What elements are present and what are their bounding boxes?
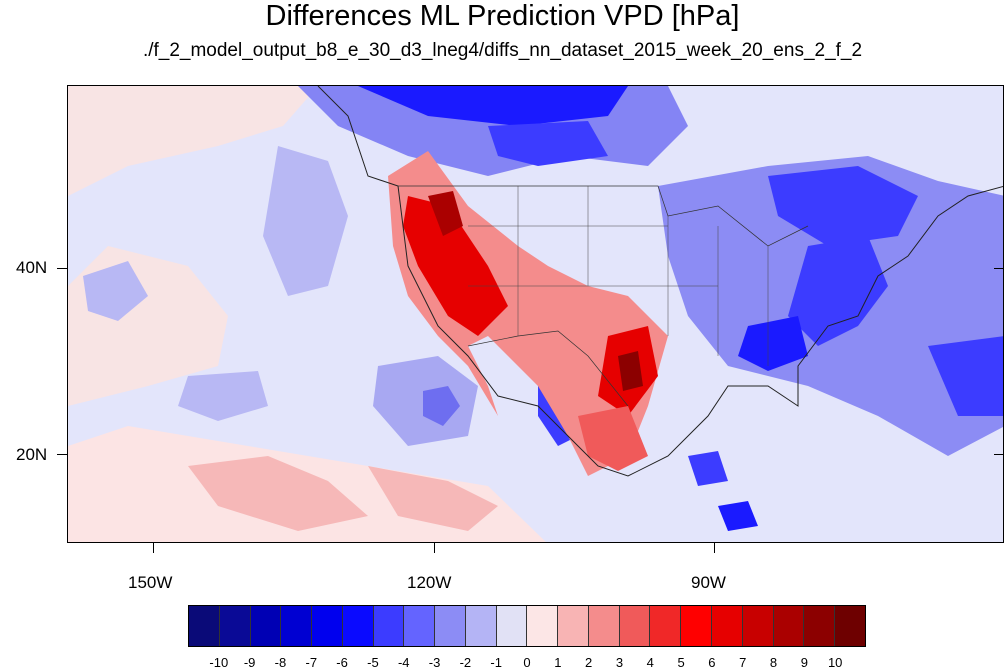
northeast-blue-core	[788, 236, 888, 346]
coastline	[317, 86, 1003, 477]
colorbar-swatch	[219, 606, 251, 646]
state-borders	[468, 186, 769, 366]
y-tick-40n-right	[994, 268, 1004, 269]
quebec-blue-core	[768, 166, 918, 246]
colorbar-label: -8	[274, 655, 287, 670]
caribbean-blue-1	[688, 451, 728, 486]
atlantic-blue	[928, 336, 1003, 416]
canada-deep-blue	[358, 86, 628, 126]
colorbar-label: 9	[800, 655, 808, 670]
y-tick-40n	[57, 268, 67, 269]
texas-dark-red	[618, 351, 643, 391]
colorbar-label: -7	[305, 655, 318, 670]
colorbar-swatch	[342, 606, 374, 646]
vpd-difference-field	[68, 86, 1003, 542]
colorbar-swatch	[527, 606, 559, 646]
pacific-blue-4	[83, 261, 148, 321]
colorbar-label: -9	[243, 655, 256, 670]
y-tick-20n-right	[994, 454, 1004, 455]
colorbar-swatch	[465, 606, 497, 646]
southeast-blue-core	[738, 316, 808, 371]
x-label-120w: 120W	[407, 573, 452, 592]
x-label-90w: 90W	[691, 573, 726, 592]
y-label-40n: 40N	[16, 258, 48, 277]
california-red-core	[403, 196, 508, 336]
colorbar-swatch	[558, 606, 589, 646]
colorbar-label: 7	[739, 655, 747, 670]
colorbar	[188, 605, 866, 647]
mexico-red	[578, 406, 648, 471]
colorbar-swatch	[496, 606, 528, 646]
colorbar-label: -2	[459, 655, 472, 670]
southern-pink-patch	[188, 456, 368, 531]
pacific-pink-north	[68, 86, 318, 196]
colorbar-swatch	[250, 606, 282, 646]
us-mexico-border	[467, 330, 629, 407]
colorbar-swatch	[712, 606, 743, 646]
colorbar-swatch	[835, 606, 865, 646]
colorbar-label: 6	[708, 655, 716, 670]
colorbar-label: -1	[490, 655, 502, 670]
pnw-dark-red	[428, 191, 463, 236]
colorbar-swatch	[650, 606, 682, 646]
colorbar-label: 10	[827, 655, 843, 670]
chart-subtitle: ./f_2_model_output_b8_e_30_d3_lneg4/diff…	[142, 40, 863, 61]
map-panel	[67, 85, 1004, 543]
colorbar-swatch	[373, 606, 405, 646]
pacific-blue-3	[178, 371, 268, 421]
pacific-blue-core	[423, 386, 460, 426]
caribbean-blue-2	[718, 501, 758, 531]
colorbar-swatch	[619, 606, 651, 646]
colorbar-label: 8	[769, 655, 778, 670]
colorbar-swatch	[681, 606, 713, 646]
colorbar-swatch	[773, 606, 805, 646]
colorbar-label: 4	[646, 655, 654, 670]
colorbar-label: 1	[554, 655, 562, 670]
x-label-150w: 150W	[128, 573, 173, 592]
colorbar-label: 3	[615, 655, 624, 670]
canada-blue-core	[488, 121, 608, 166]
colorbar-label: 2	[585, 655, 593, 670]
x-tick-120w	[434, 543, 435, 553]
y-label-20n: 20N	[16, 445, 48, 464]
pacific-blue-1	[263, 146, 348, 296]
colorbar-swatch	[588, 606, 620, 646]
colorbar-label: -3	[428, 655, 441, 670]
colorbar-swatch	[404, 606, 436, 646]
colorbar-swatch	[435, 606, 466, 646]
x-tick-90w	[714, 543, 715, 553]
x-tick-150w	[153, 543, 154, 553]
colorbar-swatch	[189, 606, 220, 646]
colorbar-label: -10	[209, 655, 229, 670]
colorbar-label: -6	[336, 655, 348, 670]
colorbar-swatch	[742, 606, 774, 646]
colorbar-swatch	[281, 606, 313, 646]
colorbar-label: -5	[367, 655, 379, 670]
colorbar-label: -4	[397, 655, 410, 670]
colorbar-swatch	[804, 606, 836, 646]
colorbar-swatch	[312, 606, 343, 646]
chart-title: Differences ML Prediction VPD [hPa]	[265, 0, 740, 32]
us-canada-border	[398, 185, 809, 247]
colorbar-label: 0	[523, 655, 531, 670]
colorbar-label: 5	[677, 655, 685, 670]
y-tick-20n	[57, 454, 67, 455]
southern-pink-patch-2	[368, 466, 498, 531]
